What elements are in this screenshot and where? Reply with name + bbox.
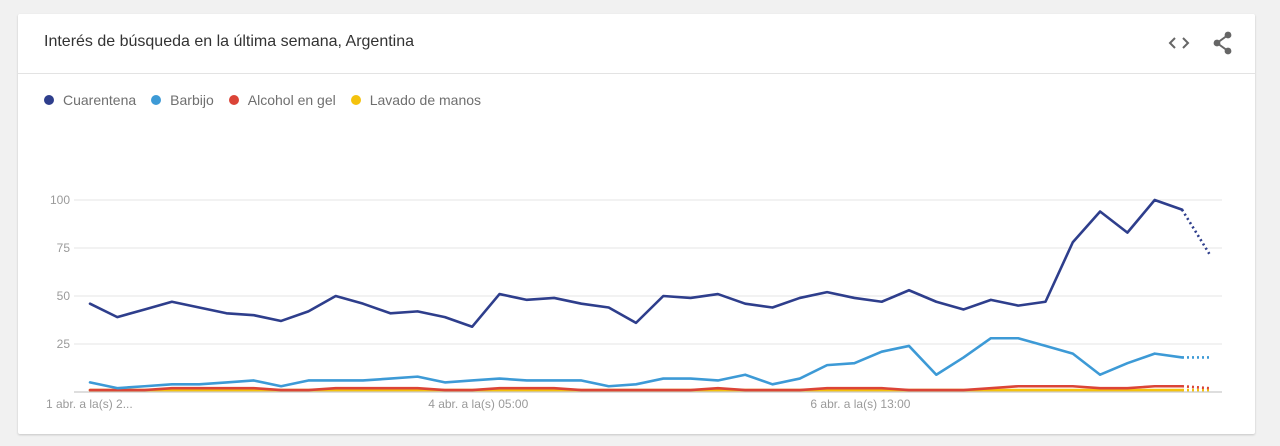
y-tick-label: 25 bbox=[57, 337, 71, 351]
legend-label: Barbijo bbox=[170, 92, 214, 108]
legend-label: Alcohol en gel bbox=[247, 92, 336, 108]
series-partial-line bbox=[1181, 384, 1210, 390]
chart-card: Interés de búsqueda en la última semana,… bbox=[18, 14, 1255, 434]
y-tick-label: 75 bbox=[57, 241, 71, 255]
legend-item-cuarentena[interactable]: Cuarentena bbox=[44, 92, 136, 108]
legend-label: Cuarentena bbox=[63, 92, 137, 108]
y-tick-label: 50 bbox=[57, 289, 71, 303]
series-line bbox=[88, 384, 1184, 392]
series-partial-line bbox=[1180, 208, 1211, 255]
legend-label: Lavado de manos bbox=[369, 92, 482, 108]
share-icon[interactable] bbox=[1210, 30, 1236, 56]
line-chart: 25 50 75 100 1 abr. a la(s) 2... 4 abr. a la(… bbox=[46, 193, 1222, 411]
x-tick-label: 6 abr. a la(s) 13:00 bbox=[810, 397, 910, 411]
legend-item-lavado-de-manos[interactable]: Lavado de manos bbox=[350, 92, 482, 108]
card-header: Interés de búsqueda en la última semana,… bbox=[18, 14, 1255, 74]
legend-dot bbox=[44, 95, 54, 105]
series-line bbox=[88, 336, 1184, 390]
series-line bbox=[88, 198, 1184, 329]
legend-dot bbox=[151, 95, 162, 105]
x-tick-label: 1 abr. a la(s) 2... bbox=[46, 397, 133, 411]
legend-item-alcohol-en-gel[interactable]: Alcohol en gel bbox=[228, 92, 336, 108]
legend-dot bbox=[228, 95, 239, 105]
card-title: Interés de búsqueda en la última semana,… bbox=[44, 33, 415, 50]
y-tick-label: 100 bbox=[50, 193, 70, 207]
x-tick-label: 4 abr. a la(s) 05:00 bbox=[428, 397, 528, 411]
legend-item-barbijo[interactable]: Barbijo bbox=[151, 92, 214, 108]
chart-legend: Cuarentena Barbijo Alcohol en gel Lavado… bbox=[44, 90, 496, 110]
code-embed-icon[interactable] bbox=[1166, 30, 1192, 56]
legend-dot bbox=[350, 95, 361, 105]
